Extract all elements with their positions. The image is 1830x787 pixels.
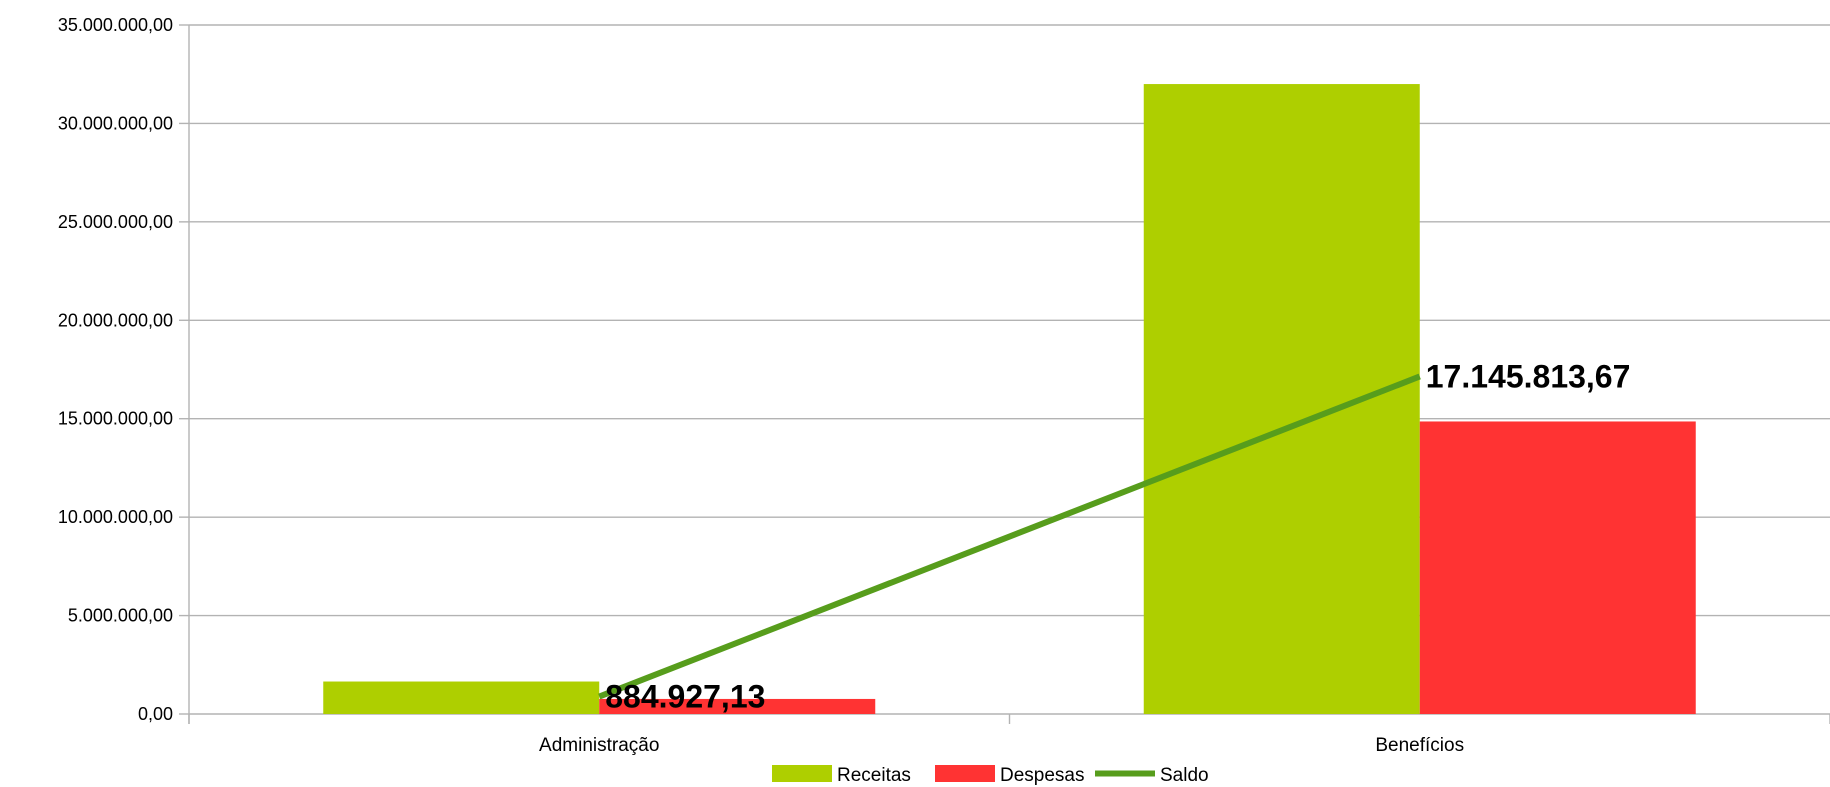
legend-swatch-receitas (772, 765, 832, 782)
y-tick-label: 0,00 (138, 704, 173, 724)
y-tick-label: 20.000.000,00 (58, 310, 173, 330)
x-tick-label: Benefícios (1375, 735, 1464, 756)
bar-despesas-2 (1419, 421, 1696, 714)
y-tick-label: 15.000.000,00 (58, 409, 173, 429)
y-tick-label: 10.000.000,00 (58, 507, 173, 527)
line-saldo (598, 373, 1421, 700)
bar-receitas-1 (323, 681, 600, 714)
legend-label-despesas: Despesas (1000, 765, 1085, 786)
data-label-saldo: 884.927,13 (605, 679, 765, 715)
data-label-saldo: 17.145.813,67 (1426, 358, 1631, 394)
legend-label-receitas: Receitas (837, 765, 911, 786)
bar-receitas-2 (1143, 84, 1420, 715)
legend-swatch-despesas (935, 765, 995, 782)
y-tick-label: 5.000.000,00 (68, 606, 173, 626)
bar-despesas-1 (599, 698, 876, 714)
y-tick-label: 25.000.000,00 (58, 212, 173, 232)
x-tick-label: Administração (539, 735, 659, 756)
y-tick-label: 30.000.000,00 (58, 113, 173, 133)
y-tick-label: 35.000.000,00 (58, 15, 173, 35)
legend-label-saldo: Saldo (1160, 765, 1209, 786)
